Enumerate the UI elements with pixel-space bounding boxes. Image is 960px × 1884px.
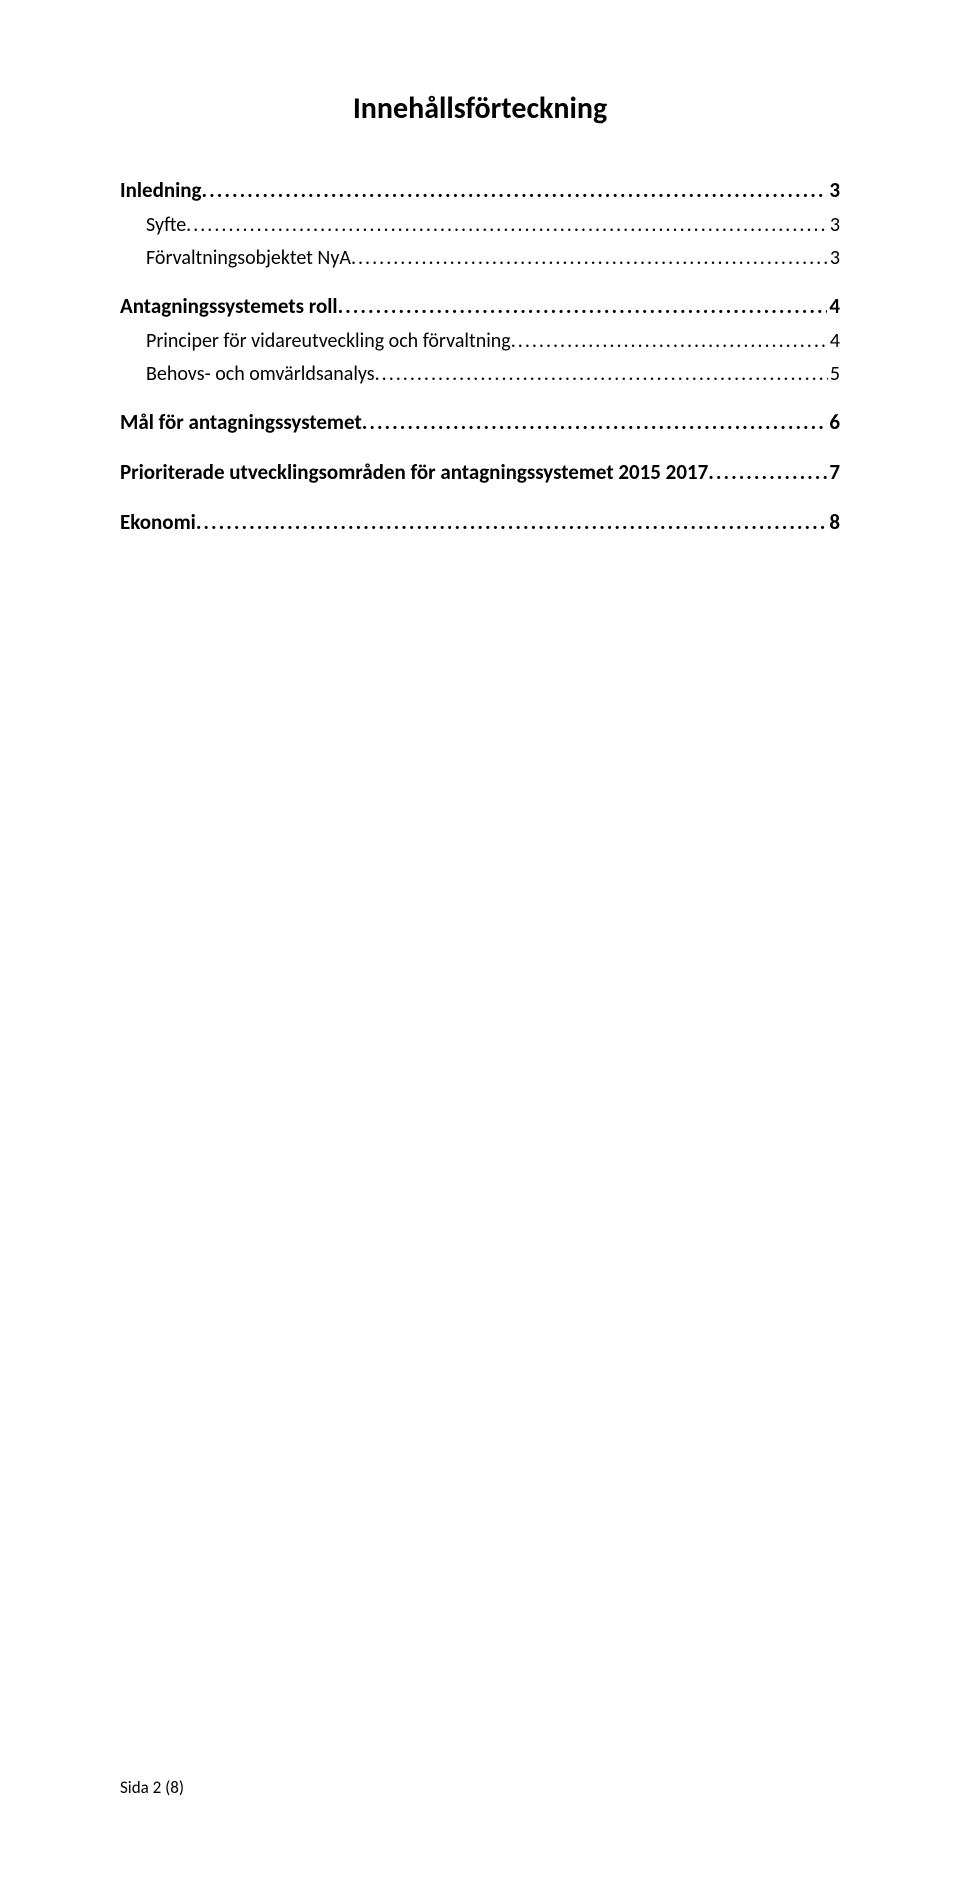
toc-entry-label: Förvaltningsobjektet NyA — [146, 242, 351, 275]
document-page: Innehållsförteckning Inledning..........… — [0, 0, 960, 1884]
toc-entry: Antagningssystemets roll................… — [120, 287, 840, 325]
toc-entry-page: 3 — [827, 171, 840, 209]
toc-entry-page: 7 — [827, 453, 840, 491]
toc-leader-dots: ........................................… — [362, 403, 828, 441]
toc-leader-dots: ........................................… — [202, 171, 828, 209]
toc-entry-page: 3 — [828, 242, 840, 275]
toc-entry: Inledning...............................… — [120, 171, 840, 209]
toc-entry-page: 8 — [827, 503, 840, 541]
toc-entry-label: Mål för antagningssystemet — [120, 403, 362, 441]
toc-leader-dots: ........................................… — [375, 358, 828, 391]
toc-entry-page: 6 — [827, 403, 840, 441]
toc-entry: Principer för vidareutveckling och förva… — [120, 325, 840, 358]
toc-entry-page: 3 — [828, 209, 840, 242]
toc-entry-page: 4 — [827, 287, 840, 325]
toc-leader-dots: ........................................… — [351, 242, 828, 275]
toc-entry-label: Syfte — [146, 209, 186, 242]
toc-leader-dots: ........................................… — [196, 503, 828, 541]
toc-entry-page: 5 — [828, 358, 840, 391]
toc-list: Inledning...............................… — [120, 171, 840, 541]
page-footer: Sida 2 (8) — [120, 1777, 184, 1798]
toc-entry-label: Prioriterade utvecklingsområden för anta… — [120, 453, 708, 491]
toc-title: Innehållsförteckning — [120, 90, 840, 127]
toc-entry-label: Ekonomi — [120, 503, 196, 541]
toc-entry: Behovs- och omvärldsanalys..............… — [120, 358, 840, 391]
toc-entry-page: 4 — [828, 325, 840, 358]
toc-leader-dots: ........................................… — [511, 325, 828, 358]
toc-entry-label: Antagningssystemets roll — [120, 287, 338, 325]
toc-entry-label: Principer för vidareutveckling och förva… — [146, 325, 511, 358]
toc-leader-dots: ........................................… — [708, 453, 827, 491]
toc-entry-label: Inledning — [120, 171, 202, 209]
toc-entry: Ekonomi.................................… — [120, 503, 840, 541]
toc-leader-dots: ........................................… — [186, 209, 828, 242]
toc-entry-label: Behovs- och omvärldsanalys — [146, 358, 375, 391]
toc-entry: Prioriterade utvecklingsområden för anta… — [120, 453, 840, 491]
toc-leader-dots: ........................................… — [338, 287, 828, 325]
toc-entry: Förvaltningsobjektet NyA................… — [120, 242, 840, 275]
toc-entry: Syfte...................................… — [120, 209, 840, 242]
toc-entry: Mål för antagningssystemet..............… — [120, 403, 840, 441]
